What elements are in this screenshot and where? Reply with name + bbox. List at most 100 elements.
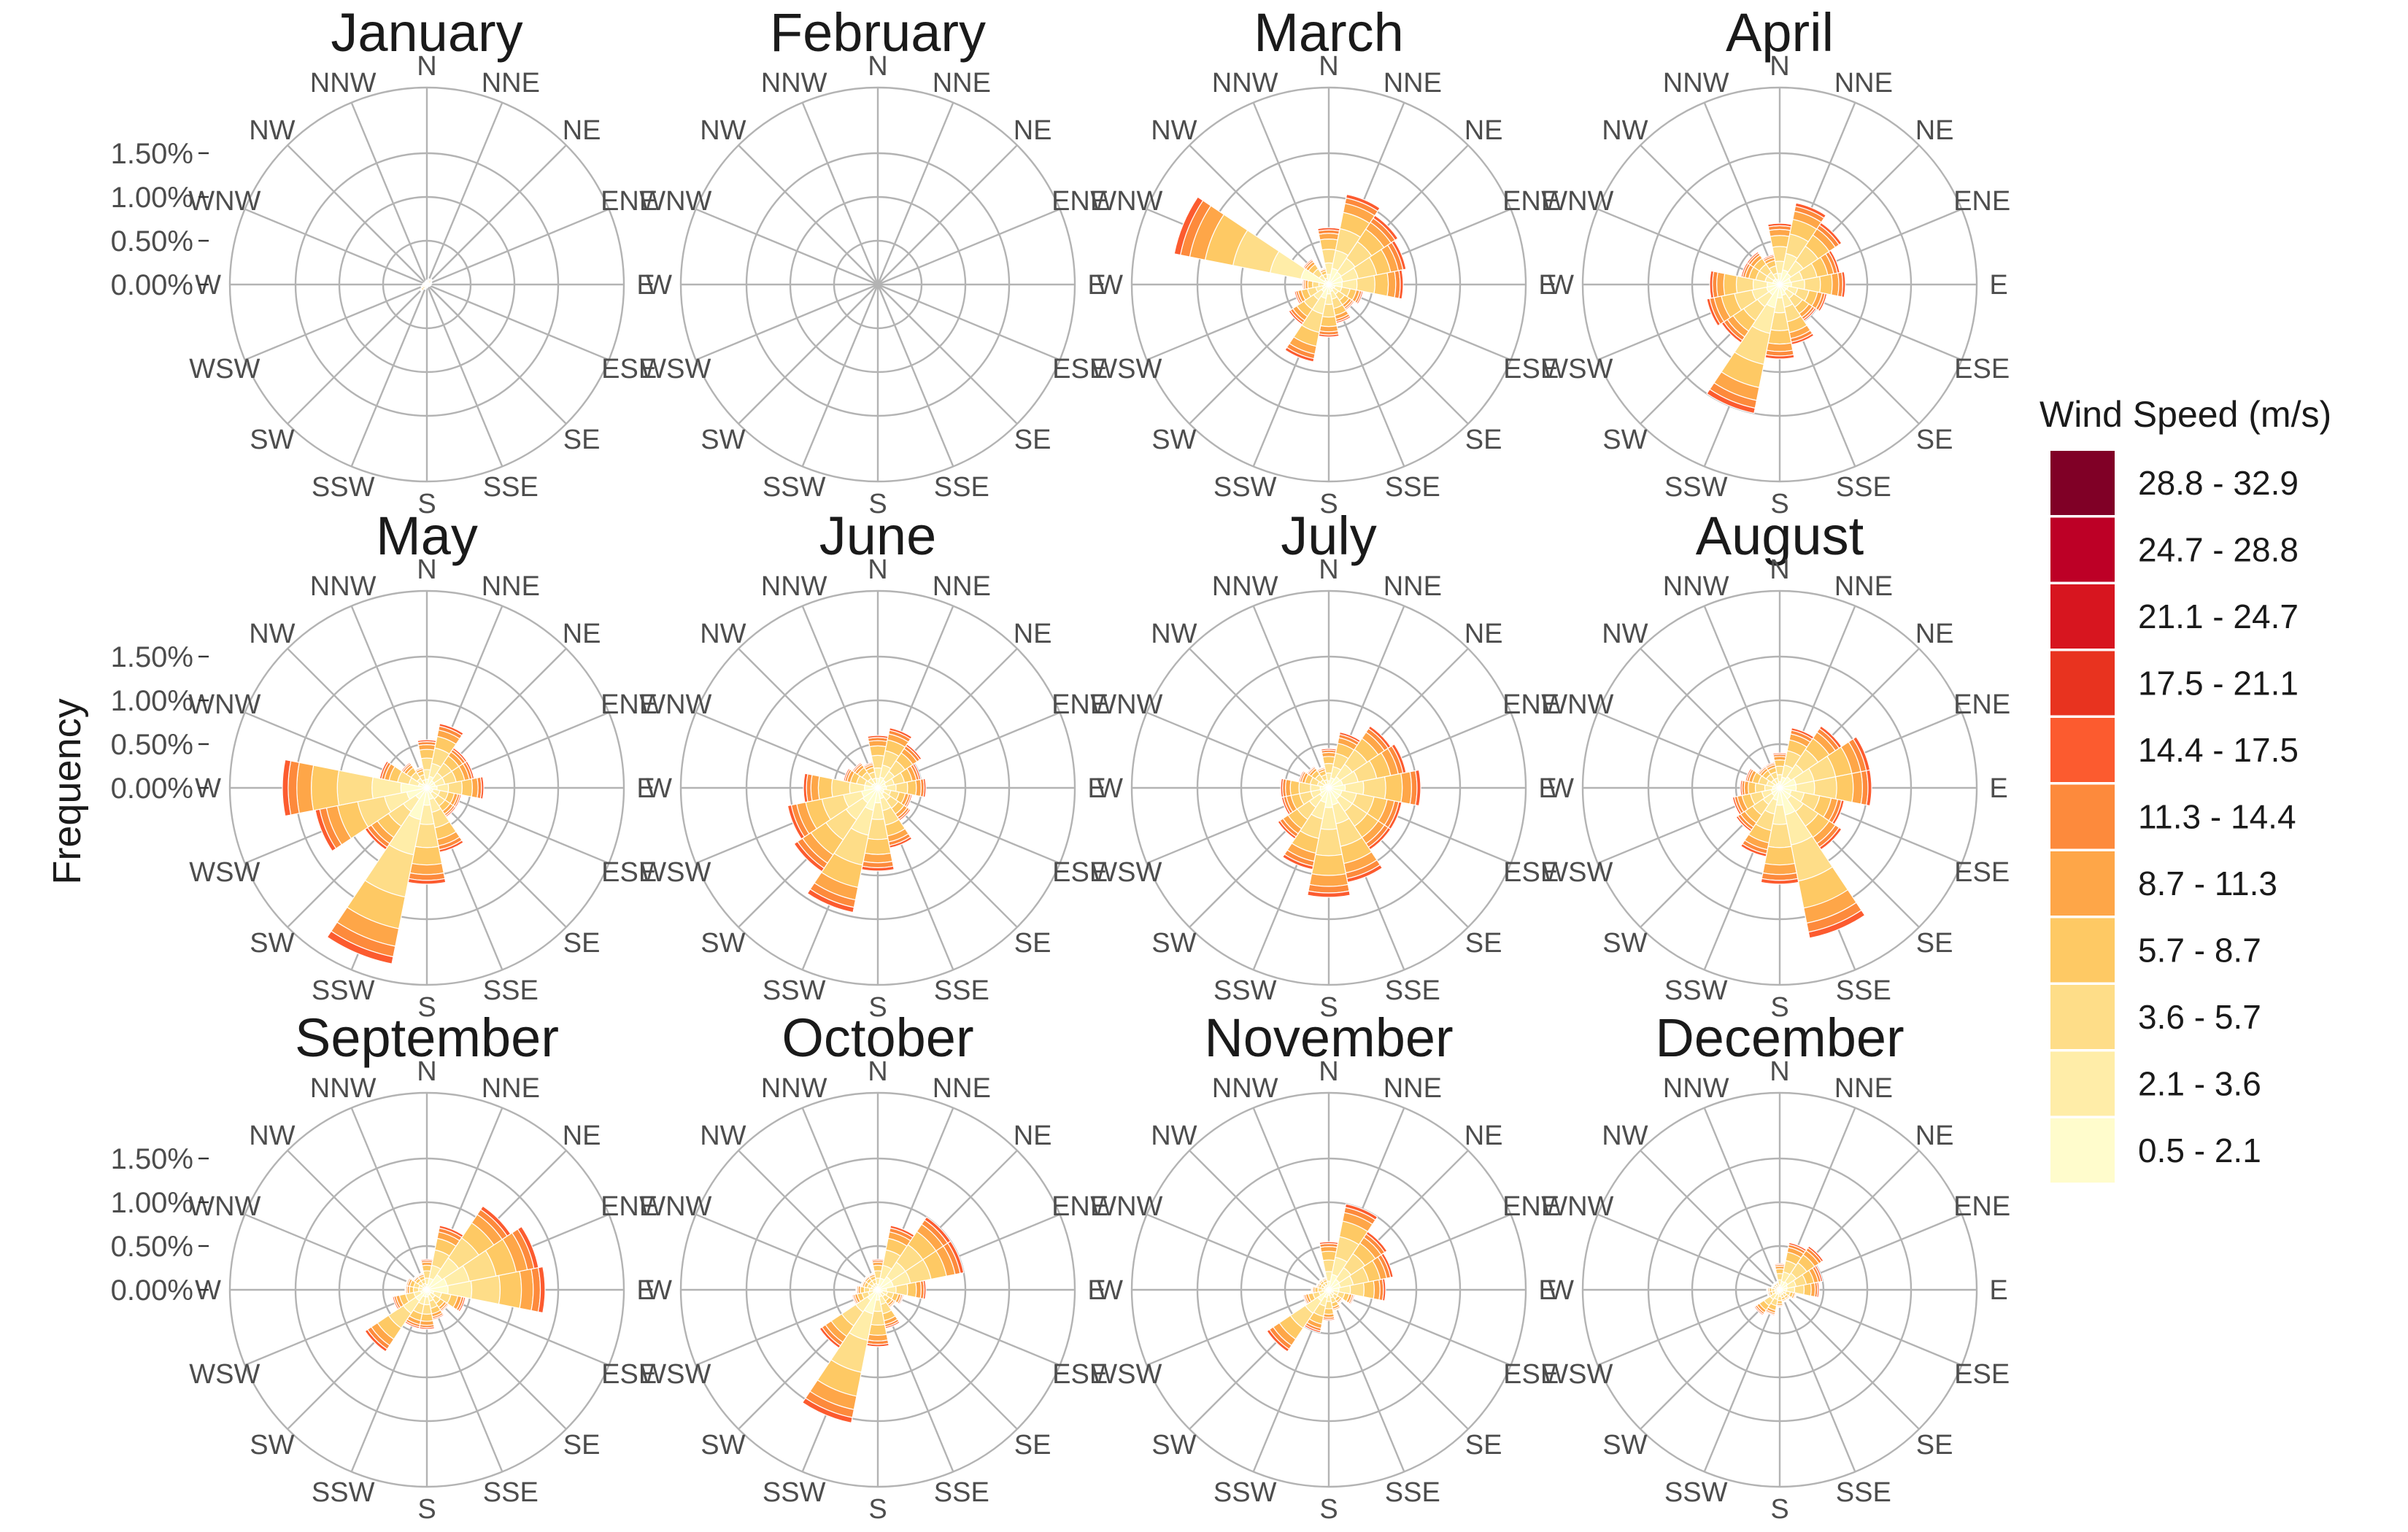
direction-label: WNW xyxy=(188,186,261,217)
direction-label: SE xyxy=(1465,928,1502,959)
direction-label: ESE xyxy=(1503,1359,1559,1390)
direction-label: N xyxy=(1770,554,1789,585)
spoke xyxy=(1189,144,1330,285)
direction-label: SSE xyxy=(1836,1477,1891,1508)
bar-segment xyxy=(1761,254,1775,261)
direction-label: SW xyxy=(1602,425,1647,455)
bar-segment xyxy=(430,281,433,285)
direction-label: NNW xyxy=(1663,571,1729,602)
direction-label: WNW xyxy=(188,689,261,720)
direction-label: N xyxy=(1770,51,1789,82)
bar-segment xyxy=(379,760,390,780)
bar-segment xyxy=(1398,269,1404,300)
bar-segment xyxy=(1767,329,1792,345)
bar-segment xyxy=(1746,251,1760,265)
direction-label: NNW xyxy=(1663,68,1729,98)
direction-label: N xyxy=(868,51,887,82)
direction-label: NE xyxy=(1465,619,1503,649)
direction-label: SSE xyxy=(483,472,539,503)
bar-segment xyxy=(819,1326,841,1349)
spoke xyxy=(1328,1288,1511,1366)
direction-label: WSW xyxy=(1542,354,1613,384)
spoke xyxy=(877,284,1018,425)
spoke xyxy=(1779,1288,1962,1366)
spoke xyxy=(1252,102,1330,285)
bar-segment xyxy=(1732,796,1743,816)
bar-segment xyxy=(1306,765,1316,775)
direction-label: NW xyxy=(700,1121,746,1151)
spoke xyxy=(1146,1213,1330,1291)
bar-segment xyxy=(1709,270,1715,299)
bar-segment xyxy=(1723,273,1738,296)
direction-label: NW xyxy=(1151,619,1197,649)
direction-label: WSW xyxy=(640,857,711,888)
direction-label: SSW xyxy=(763,1477,826,1508)
direction-label: S xyxy=(1319,1494,1338,1525)
legend-label: 2.1 - 3.6 xyxy=(2138,1065,2261,1103)
direction-label: SSE xyxy=(483,975,539,1006)
direction-label: ESE xyxy=(1954,1359,2010,1390)
direction-label: NE xyxy=(1014,619,1052,649)
bar-segment xyxy=(1841,271,1846,298)
direction-label: ENE xyxy=(601,1191,657,1222)
direction-label: WNW xyxy=(1090,186,1162,217)
panel-title: June xyxy=(819,506,936,566)
legend-label: 11.3 - 14.4 xyxy=(2138,798,2296,836)
direction-label: NNE xyxy=(482,68,540,98)
bar-segment xyxy=(1319,239,1338,251)
bar-segment xyxy=(1356,290,1364,305)
bar-segment xyxy=(868,740,888,748)
bar-segment xyxy=(810,774,820,802)
direction-label: NE xyxy=(563,619,601,649)
direction-label: SW xyxy=(1602,1430,1647,1461)
direction-label: NNE xyxy=(933,1073,991,1104)
bar-segment xyxy=(1384,773,1403,803)
bar-segment xyxy=(1173,196,1204,256)
bar-segment xyxy=(1768,228,1791,237)
bar-segment xyxy=(421,1264,433,1272)
direction-label: SE xyxy=(1916,1430,1953,1461)
panel-title: July xyxy=(1281,506,1377,566)
panel-title: February xyxy=(770,2,986,63)
direction-label: N xyxy=(868,1056,887,1087)
bar-segment xyxy=(1817,293,1828,312)
direction-label: NE xyxy=(1465,1121,1503,1151)
panel-title: August xyxy=(1696,506,1864,566)
direction-label: E xyxy=(1538,270,1556,301)
legend-swatch xyxy=(2050,451,2115,515)
direction-label: NNE xyxy=(482,1073,540,1104)
bar-segment xyxy=(420,285,423,289)
direction-label: NNE xyxy=(1384,68,1442,98)
polar-grid xyxy=(679,86,1076,483)
bar-segment xyxy=(1289,779,1300,797)
panel-january: JanuaryNNNENEENEEESESESSESSSWSWWSWWWNWNW… xyxy=(111,2,658,519)
bars xyxy=(1753,1242,1824,1317)
direction-label: NE xyxy=(1014,115,1052,146)
bar-segment xyxy=(1311,1285,1313,1294)
direction-label: W xyxy=(1097,773,1123,804)
legend-swatch xyxy=(2050,918,2115,983)
spoke xyxy=(426,1289,567,1430)
bar-segment xyxy=(498,1271,522,1309)
bar-segment xyxy=(1770,235,1790,248)
bar-segment xyxy=(1735,815,1753,832)
bar-segment xyxy=(419,288,423,293)
legend-label: 21.1 - 24.7 xyxy=(2138,597,2299,635)
direction-label: E xyxy=(1989,773,2007,804)
legend-label: 14.4 - 17.5 xyxy=(2138,731,2299,769)
direction-label: NNE xyxy=(933,68,991,98)
bar-segment xyxy=(1851,771,1863,805)
bar-segment xyxy=(418,748,436,759)
direction-label: SSW xyxy=(1213,1477,1277,1508)
direction-label: NE xyxy=(563,1121,601,1151)
bar-segment xyxy=(1322,1318,1335,1321)
bar-segment xyxy=(1762,862,1797,875)
bar-segment xyxy=(1764,846,1796,866)
bar-segment xyxy=(1365,1231,1388,1253)
spoke xyxy=(1328,1289,1469,1430)
panels-grid: JanuaryNNNENEENEEESESESSESSSWSWWSWWWNWNW… xyxy=(111,2,2011,1525)
panel-title: November xyxy=(1204,1007,1453,1068)
direction-label: S xyxy=(417,992,436,1023)
